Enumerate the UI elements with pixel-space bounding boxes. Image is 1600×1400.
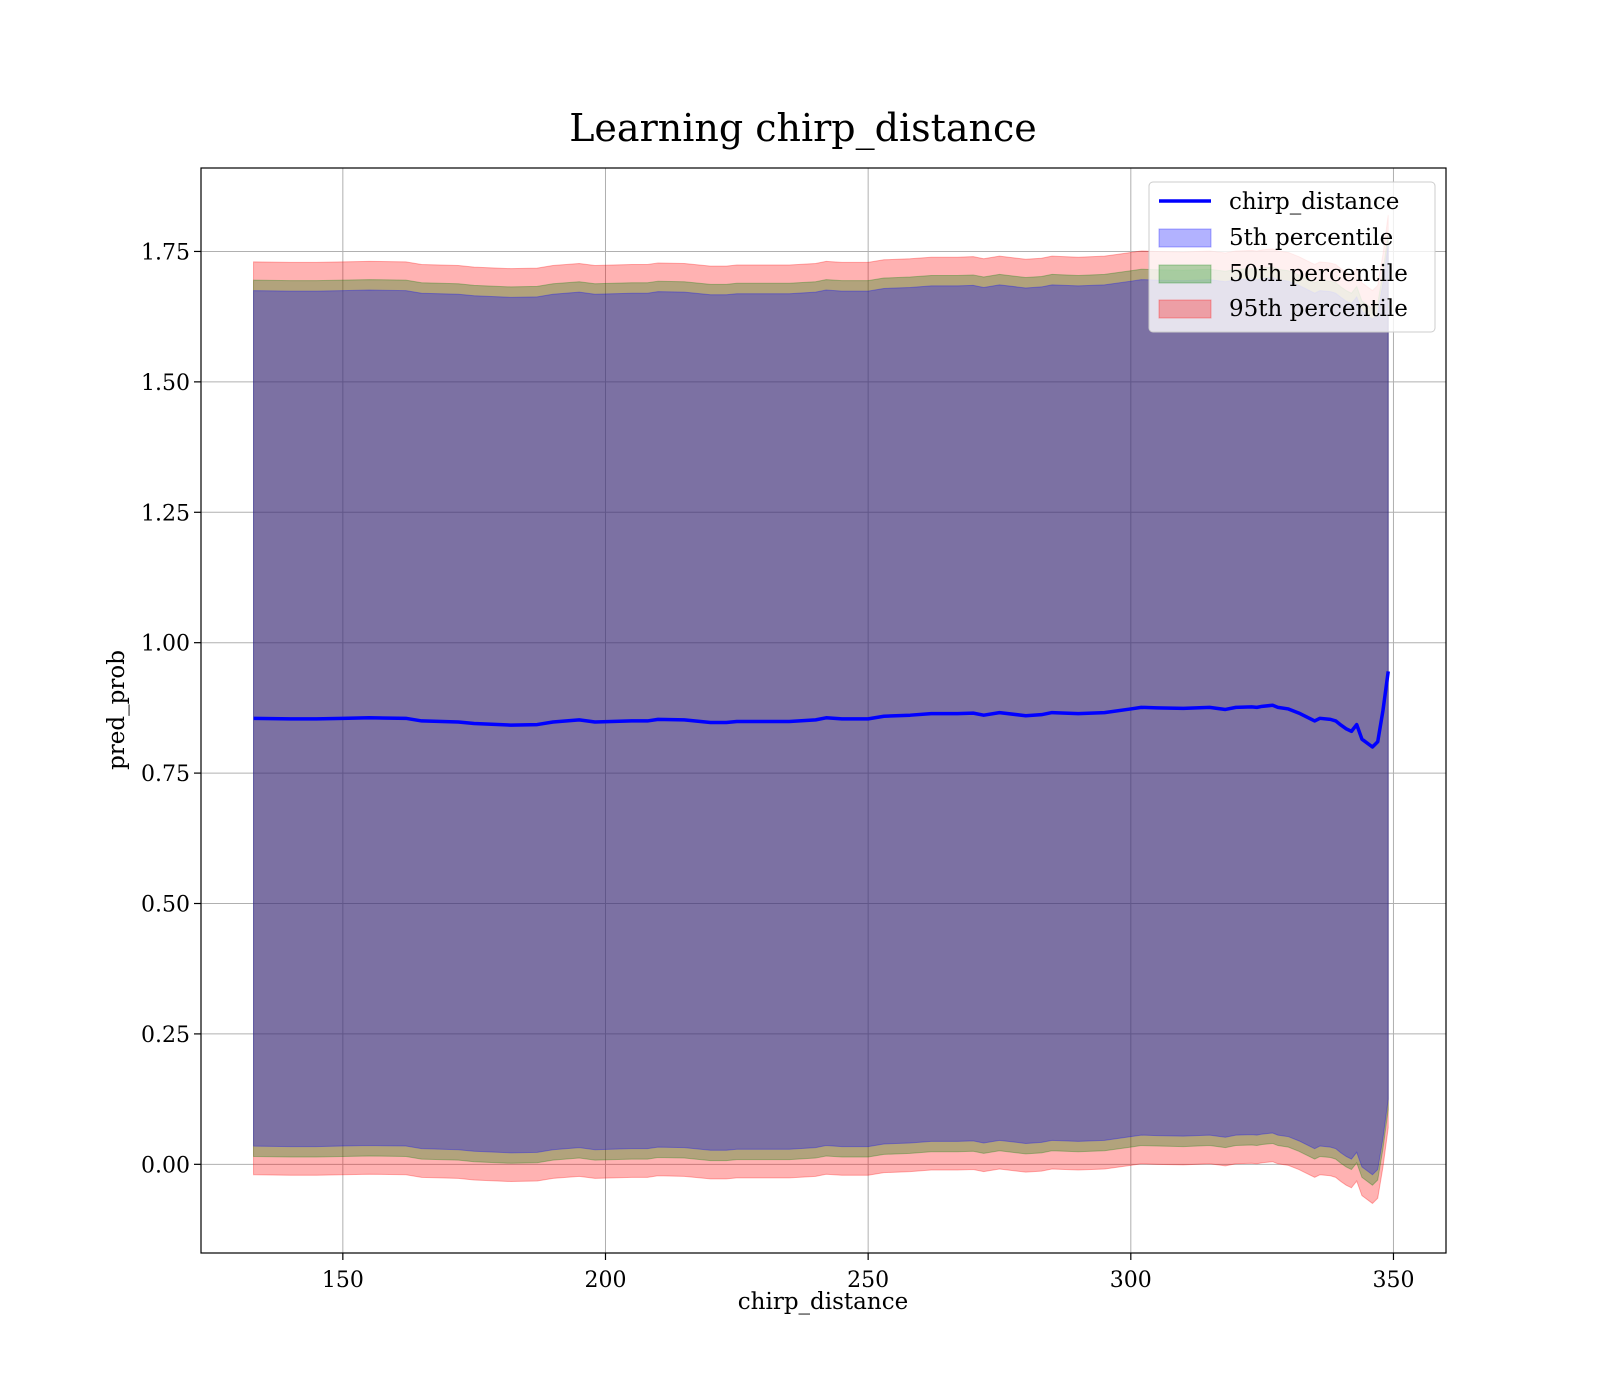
legend-swatch-50th: [1158, 264, 1212, 284]
percentile-band: [253, 233, 1389, 1186]
legend-box: [1148, 181, 1436, 333]
y-tick-label: 1.75: [141, 240, 190, 265]
x-tick-label: 250: [847, 1268, 889, 1293]
axes-frame: [200, 167, 1447, 1254]
grid: [201, 168, 1446, 1253]
legend-entry-label: 50th percentile: [1229, 261, 1408, 287]
legend-entry-label: 5th percentile: [1229, 225, 1393, 251]
percentile-band: [253, 243, 1389, 1176]
y-axis-label: pred_prob: [104, 650, 130, 770]
percentile-bands: [253, 214, 1389, 1205]
x-tick-label: 200: [584, 1268, 626, 1293]
series-line: [253, 671, 1390, 749]
legend-swatch-95th: [1158, 299, 1212, 319]
legend-entry-label: chirp_distance: [1229, 189, 1399, 215]
x-tick-label: 350: [1372, 1268, 1414, 1293]
chart-title: Learning chirp_distance: [569, 106, 1037, 151]
percentile-band: [253, 214, 1389, 1205]
plot-area: 150 200 250 300 350 0.00 0.25 0.50 0.75 1.00 1.25…: [141, 167, 1447, 1293]
y-tick-label: 0.75: [141, 762, 190, 787]
y-tick-label: 1.00: [141, 632, 190, 657]
series-lines: [253, 671, 1390, 749]
x-tick-label: 300: [1110, 1268, 1152, 1293]
y-tick-label: 0.50: [141, 893, 190, 918]
y-axis-ticks: 0.00 0.25 0.50 0.75 1.00 1.25 1.50 1.75: [141, 240, 201, 1178]
x-axis-label: chirp_distance: [738, 1289, 908, 1315]
legend-entry-label: 95th percentile: [1229, 296, 1408, 322]
y-tick-label: 0.25: [141, 1023, 190, 1048]
y-tick-label: 1.50: [141, 371, 190, 396]
legend-swatch-5th: [1158, 228, 1212, 248]
legend: chirp_distance 5th percentile 50th perce…: [1148, 181, 1436, 333]
x-axis-ticks: 150 200 250 300 350: [322, 1253, 1414, 1293]
y-tick-label: 0.00: [141, 1153, 190, 1178]
y-tick-label: 1.25: [141, 501, 190, 526]
x-tick-label: 150: [322, 1268, 364, 1293]
